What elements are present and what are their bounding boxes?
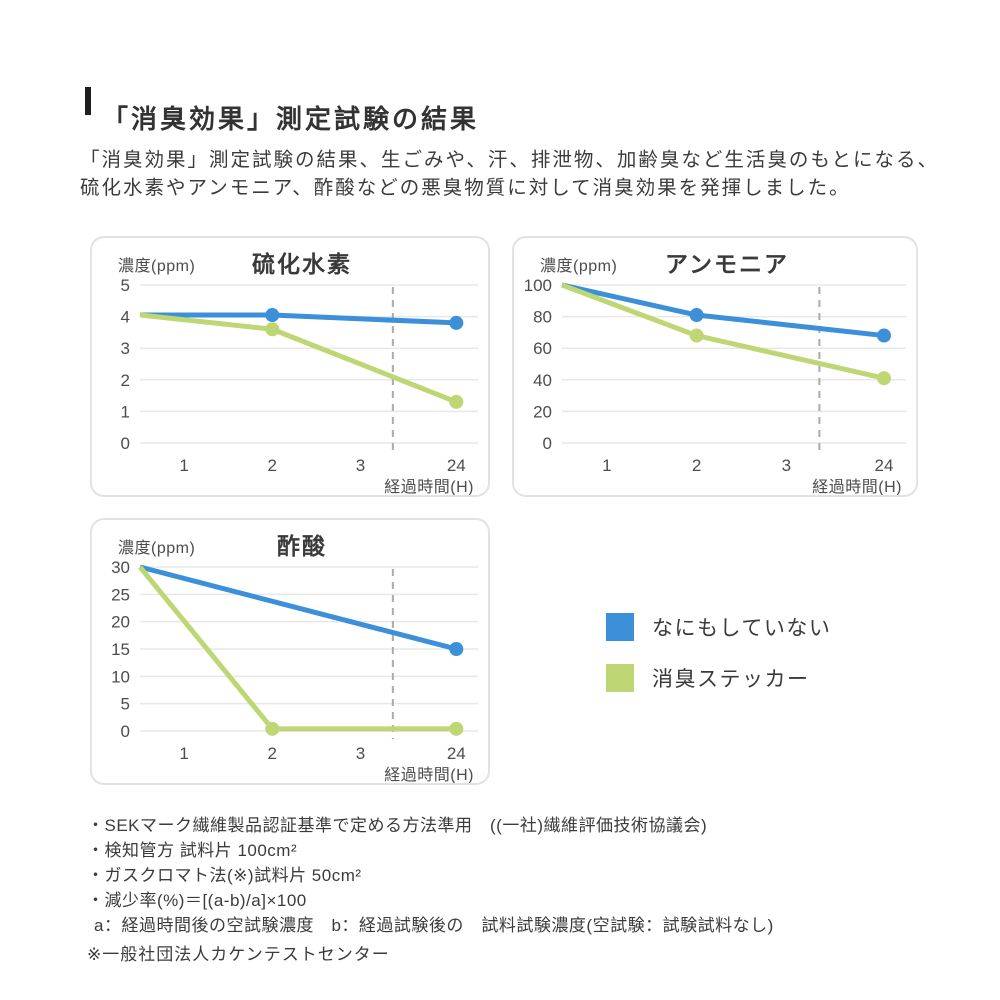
- y-axis-label: 濃度(ppm): [540, 258, 618, 275]
- svg-text:25: 25: [111, 585, 130, 604]
- svg-text:30: 30: [111, 558, 130, 577]
- svg-text:1: 1: [179, 456, 188, 475]
- svg-text:経過時間(H): 経過時間(H): [812, 478, 902, 495]
- legend-item-deodorant-sticker: 消臭ステッカー: [606, 663, 831, 693]
- footnote-line: ・ガスクロマト法(※)試料片 50cm²: [87, 866, 362, 885]
- legend-label-untreated: なにもしていない: [652, 617, 832, 640]
- svg-text:80: 80: [533, 308, 552, 327]
- svg-text:5: 5: [121, 695, 130, 714]
- page-title: 「消臭効果」測定試験の結果: [102, 104, 480, 135]
- svg-text:0: 0: [121, 722, 130, 741]
- y-axis-label: 濃度(ppm): [118, 540, 196, 557]
- svg-text:1: 1: [602, 456, 611, 475]
- legend-swatch-green: [606, 664, 634, 692]
- svg-text:経過時間(H): 経過時間(H): [384, 478, 474, 495]
- svg-text:1: 1: [179, 744, 188, 763]
- y-axis-label: 濃度(ppm): [118, 258, 196, 275]
- svg-text:3: 3: [356, 456, 365, 475]
- hydrogen-sulfide-line-chart: 5 4 3 2 1 0 1 2 3 24 経過時間(H): [121, 276, 478, 495]
- svg-text:24: 24: [875, 456, 894, 475]
- asterisk-note: ※一般社団法人カケンテストセンター: [87, 945, 390, 964]
- svg-text:2: 2: [268, 744, 277, 763]
- intro-line-2: 硫化水素やアンモニア、酢酸などの悪臭物質に対して消臭効果を発揮しました。: [80, 177, 851, 199]
- chart-title-ammonia: アンモニア: [664, 251, 790, 277]
- acetic-acid-line-chart: 30 25 20 15 10 5 0 1 2 3 24 経過時間(H): [111, 558, 478, 783]
- svg-text:40: 40: [533, 371, 552, 390]
- svg-text:0: 0: [543, 434, 552, 453]
- intro-paragraph: 「消臭効果」測定試験の結果、生ごみや、汗、排泄物、加齢臭など生活臭のもとになる、…: [80, 146, 939, 202]
- svg-text:20: 20: [533, 402, 552, 421]
- svg-text:5: 5: [121, 276, 130, 295]
- footnote-line: ・SEKマーク繊維製品認証基準で定める方法準用 ((一社)繊維評価技術協議会): [87, 816, 708, 835]
- footnote-line: a：経過時間後の空試験濃度 b：経過試験後の 試料試験濃度(空試験：試験試料なし…: [94, 916, 774, 935]
- svg-text:3: 3: [782, 456, 791, 475]
- svg-text:2: 2: [692, 456, 701, 475]
- svg-text:3: 3: [356, 744, 365, 763]
- svg-text:10: 10: [111, 667, 130, 686]
- svg-text:2: 2: [121, 371, 130, 390]
- svg-text:20: 20: [111, 613, 130, 632]
- chart-panel-hydrogen-sulfide: 濃度(ppm) 硫化水素 5 4 3 2 1 0 1 2 3 24 経過時間(H): [90, 236, 490, 497]
- ammonia-line-chart: 100 80 60 40 20 0 1 2 3 24 経過時間(H): [524, 276, 906, 495]
- svg-text:60: 60: [533, 339, 552, 358]
- svg-text:4: 4: [121, 308, 130, 327]
- svg-text:24: 24: [447, 744, 466, 763]
- footnotes: ・SEKマーク繊維製品認証基準で定める方法準用 ((一社)繊維評価技術協議会) …: [87, 813, 774, 938]
- svg-text:2: 2: [268, 456, 277, 475]
- legend: なにもしていない 消臭ステッカー: [606, 612, 831, 714]
- svg-text:15: 15: [111, 640, 130, 659]
- chart-title-hydrogen-sulfide: 硫化水素: [252, 251, 352, 277]
- chart-title-acetic-acid: 酢酸: [277, 533, 327, 559]
- title-accent-bar: [85, 87, 91, 115]
- svg-text:経過時間(H): 経過時間(H): [384, 766, 474, 783]
- legend-swatch-blue: [606, 613, 634, 641]
- svg-text:1: 1: [121, 402, 130, 421]
- legend-label-deodorant-sticker: 消臭ステッカー: [652, 668, 810, 691]
- intro-line-1: 「消臭効果」測定試験の結果、生ごみや、汗、排泄物、加齢臭など生活臭のもとになる、: [80, 149, 940, 171]
- footnote-line: ・検知管方 試料片 100cm²: [87, 841, 298, 860]
- svg-text:24: 24: [447, 456, 466, 475]
- svg-text:3: 3: [121, 339, 130, 358]
- footnote-line: ・減少率(%)＝[(a-b)/a]×100: [87, 891, 307, 910]
- svg-text:100: 100: [524, 276, 552, 295]
- svg-text:0: 0: [121, 434, 130, 453]
- chart-panel-ammonia: 濃度(ppm) アンモニア 100 80 60 40 20 0 1 2 3 24 経過時間(H): [512, 236, 918, 497]
- legend-item-untreated: なにもしていない: [606, 612, 831, 642]
- chart-panel-acetic-acid: 濃度(ppm) 酢酸 30 25 20 15 10 5 0 1 2 3 24 経過時間(H): [90, 518, 490, 785]
